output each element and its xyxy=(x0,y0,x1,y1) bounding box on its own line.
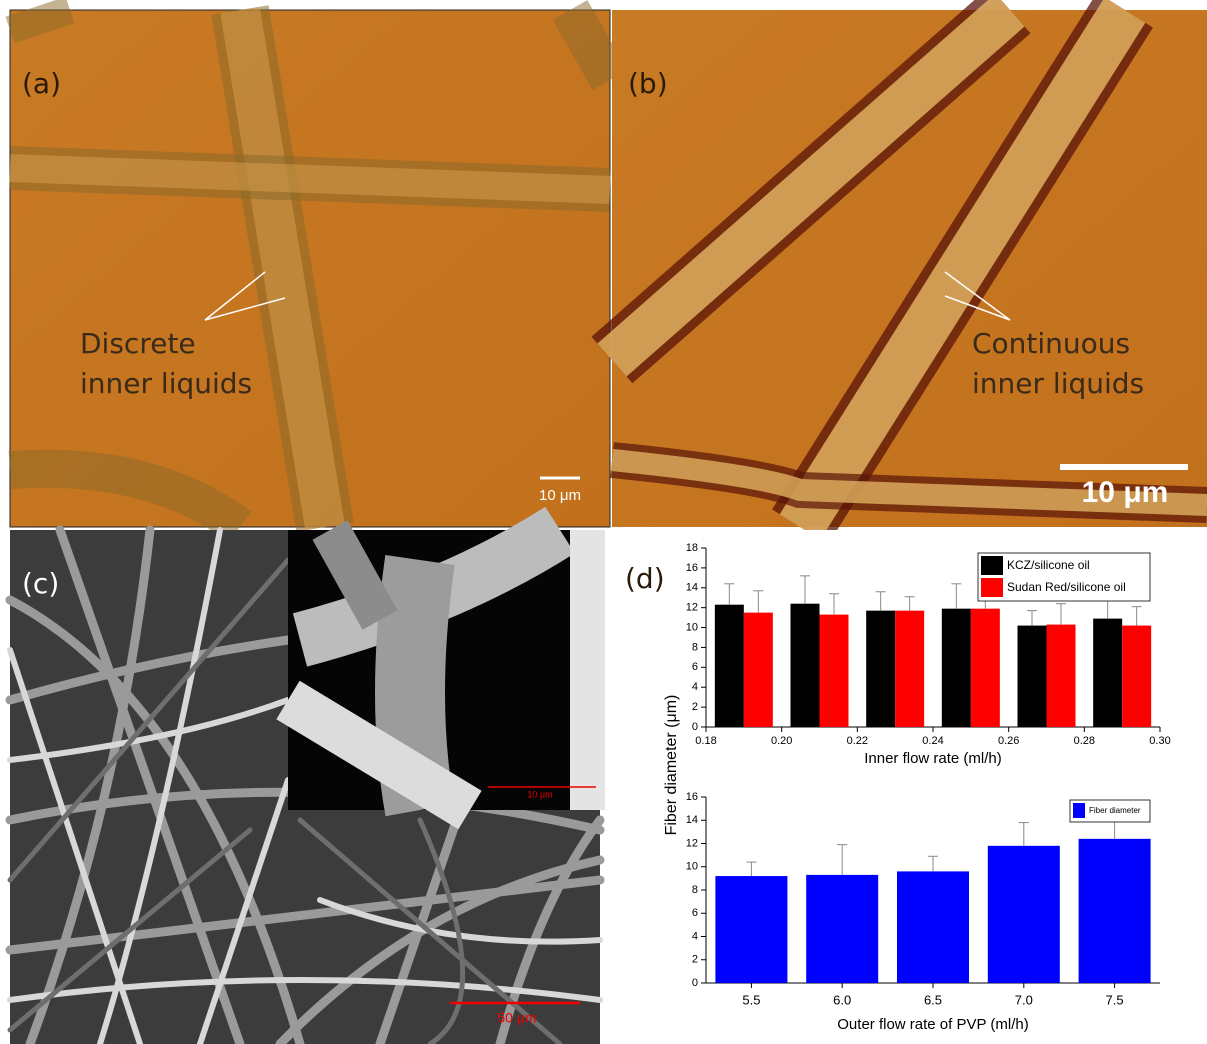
bar xyxy=(791,604,820,727)
y-tick-label: 0 xyxy=(692,721,698,733)
y-tick-label: 2 xyxy=(692,954,698,966)
annotation: Discrete xyxy=(80,327,196,360)
bar xyxy=(715,876,787,983)
x-tick-label: 0.28 xyxy=(1074,735,1095,747)
bar xyxy=(1047,625,1076,727)
y-tick-label: 16 xyxy=(686,791,698,803)
x-tick-label: 0.18 xyxy=(695,735,716,747)
x-tick-label: 0.22 xyxy=(847,735,868,747)
panel-label: (b) xyxy=(628,67,668,100)
bar xyxy=(897,871,969,983)
y-tick-label: 4 xyxy=(692,681,698,693)
bar xyxy=(1018,626,1047,727)
legend-swatch xyxy=(1073,803,1085,818)
x-tick-label: 0.20 xyxy=(771,735,792,747)
bar xyxy=(866,611,895,727)
y-tick-label: 6 xyxy=(692,661,698,673)
panel-label: (c) xyxy=(22,567,59,600)
panel-label: (d) xyxy=(625,562,665,595)
x-tick-label: 5.5 xyxy=(742,992,760,1007)
scale-bar-label: 50 μm xyxy=(497,1010,536,1026)
y-tick-label: 8 xyxy=(692,641,698,653)
x-tick-label: 6.5 xyxy=(924,992,942,1007)
bar xyxy=(1079,839,1151,983)
y-axis-label: Fiber diameter (μm) xyxy=(663,695,680,836)
y-tick-label: 14 xyxy=(686,814,698,826)
x-tick-label: 0.30 xyxy=(1149,735,1170,747)
y-tick-label: 4 xyxy=(692,930,698,942)
x-tick-label: 7.5 xyxy=(1106,992,1124,1007)
inset-scale-bar-label: 10 μm xyxy=(527,789,552,799)
bar xyxy=(744,613,773,727)
y-tick-label: 16 xyxy=(686,562,698,574)
x-tick-label: 0.26 xyxy=(998,735,1019,747)
x-tick-label: 7.0 xyxy=(1015,992,1033,1007)
y-tick-label: 14 xyxy=(686,582,698,594)
bar xyxy=(806,875,878,983)
bar xyxy=(1093,619,1122,727)
panel-c: (c) 10 μm 50 μm xyxy=(10,530,610,1044)
bar xyxy=(895,611,924,727)
annotation: Continuous xyxy=(972,327,1130,360)
y-tick-label: 10 xyxy=(686,621,698,633)
bar xyxy=(971,609,1000,727)
bar xyxy=(1122,626,1151,727)
y-tick-label: 12 xyxy=(686,837,698,849)
x-tick-label: 0.24 xyxy=(922,735,943,747)
sem-inset xyxy=(288,530,610,810)
legend-swatch xyxy=(981,556,1003,575)
bar xyxy=(715,605,744,727)
legend-label: Sudan Red/silicone oil xyxy=(1007,580,1126,594)
figure: (a) Discrete inner liquids 10 μm (b) Con… xyxy=(0,0,1207,1044)
panel-b: (b) Continuous inner liquids 10 μm xyxy=(612,10,1207,527)
legend-swatch xyxy=(981,578,1003,597)
bar xyxy=(988,846,1060,983)
y-tick-label: 6 xyxy=(692,907,698,919)
y-tick-label: 2 xyxy=(692,701,698,713)
panel-label: (a) xyxy=(22,67,61,100)
bar xyxy=(820,615,849,727)
y-tick-label: 0 xyxy=(692,977,698,989)
bar xyxy=(942,609,971,727)
annotation: inner liquids xyxy=(80,367,252,400)
scale-bar-label: 10 μm xyxy=(539,487,581,504)
panel-d: (d) Fiber diameter (μm) 0 2 4 6 8 10 12 14 16 18 0… xyxy=(605,530,1207,1044)
legend-label: KCZ/silicone oil xyxy=(1007,558,1090,572)
y-tick-label: 10 xyxy=(686,861,698,873)
x-tick-label: 6.0 xyxy=(833,992,851,1007)
annotation: inner liquids xyxy=(972,367,1144,400)
scale-bar-label: 10 μm xyxy=(1082,476,1169,509)
legend-label: Fiber diameter xyxy=(1089,806,1141,815)
y-tick-label: 8 xyxy=(692,884,698,896)
panel-a: (a) Discrete inner liquids 10 μm xyxy=(10,10,610,527)
x-axis-label: Inner flow rate (ml/h) xyxy=(864,750,1002,767)
x-axis-label: Outer flow rate of PVP (ml/h) xyxy=(837,1016,1028,1033)
y-tick-label: 18 xyxy=(686,542,698,554)
y-tick-label: 12 xyxy=(686,602,698,614)
